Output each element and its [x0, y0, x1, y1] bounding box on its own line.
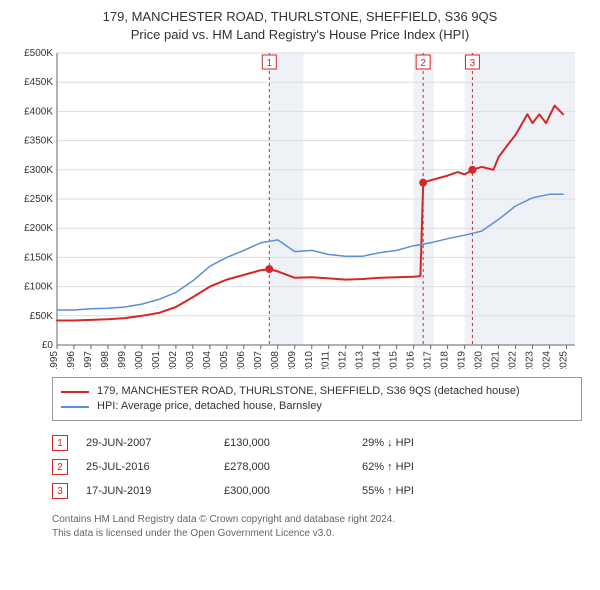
sale-row: 3 17-JUN-2019 £300,000 55% ↑ HPI [52, 479, 582, 503]
svg-text:2019: 2019 [457, 351, 468, 369]
svg-text:2007: 2007 [253, 351, 264, 369]
chart-title: 179, MANCHESTER ROAD, THURLSTONE, SHEFFI… [10, 8, 590, 43]
svg-text:2012: 2012 [338, 351, 349, 369]
svg-text:£150K: £150K [24, 252, 53, 263]
svg-text:2000: 2000 [134, 351, 145, 369]
svg-text:£500K: £500K [24, 49, 53, 59]
sale-date: 25-JUL-2016 [86, 461, 206, 473]
svg-text:£200K: £200K [24, 223, 53, 234]
svg-text:£350K: £350K [24, 136, 53, 147]
svg-text:2014: 2014 [372, 351, 383, 369]
svg-text:2009: 2009 [287, 351, 298, 369]
sale-events-table: 1 29-JUN-2007 £130,000 29% ↓ HPI 2 25-JU… [52, 431, 582, 503]
svg-text:2003: 2003 [185, 351, 196, 369]
title-line2: Price paid vs. HM Land Registry's House … [10, 26, 590, 44]
svg-text:2023: 2023 [525, 351, 536, 369]
svg-text:£300K: £300K [24, 165, 53, 176]
svg-text:3: 3 [470, 58, 476, 69]
price-chart-page: { "title": { "line1": "179, MANCHESTER R… [0, 0, 600, 590]
footer-line1: Contains HM Land Registry data © Crown c… [52, 513, 582, 527]
svg-text:1999: 1999 [117, 351, 128, 369]
legend-swatch-property [61, 391, 89, 393]
legend-label-hpi: HPI: Average price, detached house, Barn… [97, 400, 322, 413]
svg-text:£250K: £250K [24, 194, 53, 205]
svg-text:2002: 2002 [168, 351, 179, 369]
svg-text:£100K: £100K [24, 282, 53, 293]
svg-text:1996: 1996 [66, 351, 77, 369]
legend-swatch-hpi [61, 406, 89, 408]
svg-text:2001: 2001 [151, 351, 162, 369]
svg-text:1: 1 [267, 58, 273, 69]
sale-row: 1 29-JUN-2007 £130,000 29% ↓ HPI [52, 431, 582, 455]
svg-text:2004: 2004 [202, 351, 213, 369]
chart-legend: 179, MANCHESTER ROAD, THURLSTONE, SHEFFI… [52, 377, 582, 421]
svg-text:2010: 2010 [304, 351, 315, 369]
svg-text:2011: 2011 [321, 351, 332, 369]
footer-line2: This data is licensed under the Open Gov… [52, 527, 582, 541]
price-chart: £0 £50K £100K £150K £200K £250K £300K £350K £400… [15, 49, 585, 369]
sale-badge: 2 [52, 459, 68, 475]
svg-text:2013: 2013 [355, 351, 366, 369]
svg-text:2017: 2017 [423, 351, 434, 369]
svg-text:2024: 2024 [542, 351, 553, 369]
license-footer: Contains HM Land Registry data © Crown c… [52, 513, 582, 540]
svg-text:2018: 2018 [440, 351, 451, 369]
svg-text:1997: 1997 [83, 351, 94, 369]
svg-text:2: 2 [420, 58, 426, 69]
sale-badge: 1 [52, 435, 68, 451]
sale-row: 2 25-JUL-2016 £278,000 62% ↑ HPI [52, 455, 582, 479]
svg-text:£400K: £400K [24, 106, 53, 117]
legend-label-property: 179, MANCHESTER ROAD, THURLSTONE, SHEFFI… [97, 385, 520, 398]
sale-hpi-delta: 29% ↓ HPI [362, 437, 582, 449]
chart-svg: £0 £50K £100K £150K £200K £250K £300K £350K £400… [15, 49, 585, 369]
sale-date: 29-JUN-2007 [86, 437, 206, 449]
sale-price: £278,000 [224, 461, 344, 473]
svg-text:2005: 2005 [219, 351, 230, 369]
svg-text:£0: £0 [42, 340, 54, 351]
svg-text:2021: 2021 [491, 351, 502, 369]
sale-hpi-delta: 62% ↑ HPI [362, 461, 582, 473]
sale-hpi-delta: 55% ↑ HPI [362, 485, 582, 497]
svg-text:1995: 1995 [49, 351, 60, 369]
svg-text:2006: 2006 [236, 351, 247, 369]
svg-text:1998: 1998 [100, 351, 111, 369]
svg-text:2020: 2020 [474, 351, 485, 369]
svg-text:2025: 2025 [559, 351, 570, 369]
svg-text:£450K: £450K [24, 77, 53, 88]
sale-price: £130,000 [224, 437, 344, 449]
sale-date: 17-JUN-2019 [86, 485, 206, 497]
svg-text:£50K: £50K [30, 311, 54, 322]
sale-price: £300,000 [224, 485, 344, 497]
title-line1: 179, MANCHESTER ROAD, THURLSTONE, SHEFFI… [10, 8, 590, 26]
svg-text:2008: 2008 [270, 351, 281, 369]
legend-row-property: 179, MANCHESTER ROAD, THURLSTONE, SHEFFI… [61, 384, 573, 399]
sale-badge: 3 [52, 483, 68, 499]
svg-text:2022: 2022 [508, 351, 519, 369]
svg-text:2015: 2015 [389, 351, 400, 369]
svg-text:2016: 2016 [406, 351, 417, 369]
legend-row-hpi: HPI: Average price, detached house, Barn… [61, 399, 573, 414]
